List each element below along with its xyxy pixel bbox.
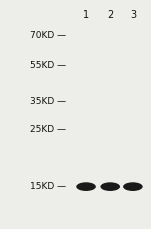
- Text: 35KD —: 35KD —: [30, 97, 66, 106]
- Ellipse shape: [100, 182, 120, 191]
- Text: 25KD —: 25KD —: [31, 125, 66, 134]
- Ellipse shape: [76, 182, 96, 191]
- Text: 2: 2: [107, 10, 113, 20]
- Text: 55KD —: 55KD —: [30, 61, 66, 70]
- Text: 15KD —: 15KD —: [30, 182, 66, 191]
- Text: 1: 1: [83, 10, 89, 20]
- Ellipse shape: [123, 182, 143, 191]
- Text: 3: 3: [130, 10, 136, 20]
- Text: 70KD —: 70KD —: [30, 31, 66, 40]
